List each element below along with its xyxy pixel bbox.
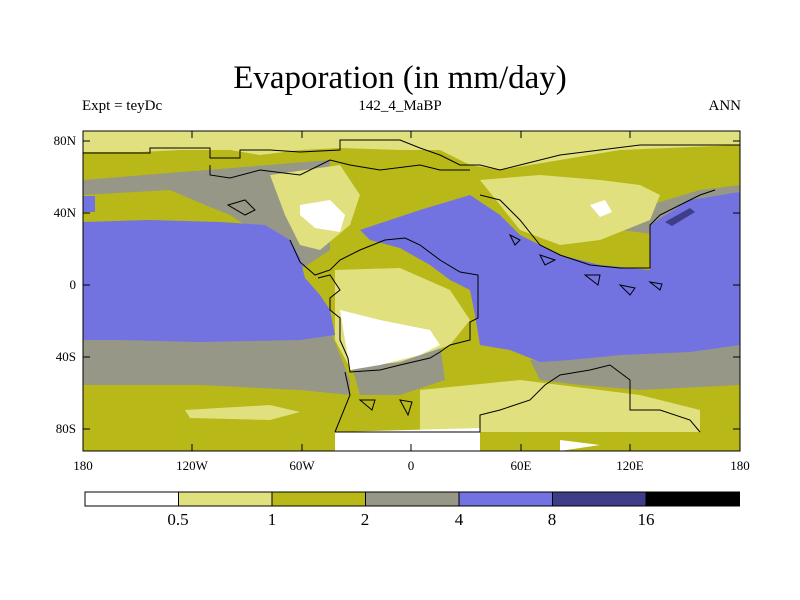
lon-label-180e: 180 bbox=[730, 458, 750, 473]
colorbar-label-16: 16 bbox=[637, 510, 655, 529]
ocean-blue-pacific bbox=[83, 220, 335, 342]
colorbar-label-0-5: 0.5 bbox=[167, 510, 189, 529]
lon-label-120e: 120E bbox=[616, 458, 644, 473]
ocean-grey-south-pacific bbox=[83, 330, 350, 395]
lat-label-0: 0 bbox=[69, 277, 77, 292]
colorbar-box bbox=[552, 491, 647, 507]
land-white-south-edge bbox=[560, 440, 600, 451]
ocean-darkblue-streak bbox=[665, 208, 695, 226]
land-light-south-band bbox=[185, 405, 300, 420]
land-light-north-america bbox=[83, 131, 740, 170]
lat-label-40n: 40N bbox=[53, 205, 76, 220]
colorbar-box bbox=[458, 491, 553, 507]
axis-ticks bbox=[83, 131, 740, 451]
lat-label-80s: 80S bbox=[55, 421, 76, 436]
land-white-south-america bbox=[340, 310, 440, 370]
colorbar-label-1: 1 bbox=[267, 510, 277, 529]
continent-outlines bbox=[83, 139, 740, 433]
colorbar bbox=[84, 491, 740, 507]
colorbar-box bbox=[271, 491, 366, 507]
land-white-antarctica bbox=[335, 428, 480, 451]
lon-label-120w: 120W bbox=[176, 458, 208, 473]
lon-label-60e: 60E bbox=[510, 458, 532, 473]
colorbar-box bbox=[84, 491, 179, 507]
ocean-blue-indian bbox=[360, 192, 740, 362]
lon-label-0: 0 bbox=[407, 458, 415, 473]
land-white-north-africa bbox=[300, 200, 345, 232]
colorbar-label-4: 4 bbox=[454, 510, 464, 529]
colorbar-box bbox=[645, 491, 740, 507]
season-label: ANN bbox=[708, 98, 742, 114]
lon-label-60w: 60W bbox=[289, 458, 315, 473]
chart-title: Evaporation (in mm/day) bbox=[233, 60, 567, 96]
land-white-north bbox=[590, 200, 612, 217]
ocean-blue-west-pacific bbox=[83, 196, 95, 212]
colorbar-box bbox=[365, 491, 460, 507]
lat-label-80n: 80N bbox=[53, 133, 76, 148]
ocean-grey-region bbox=[83, 160, 330, 270]
colorbar-box bbox=[178, 491, 273, 507]
colorbar-label-8: 8 bbox=[547, 510, 557, 529]
land-light-eurasia bbox=[480, 175, 660, 245]
experiment-label: Expt = teyDc bbox=[82, 98, 163, 114]
land-light-africa-south bbox=[420, 380, 700, 432]
colorbar-label-2: 2 bbox=[360, 510, 370, 529]
lon-label-180w: 180 bbox=[73, 458, 93, 473]
case-label: 142_4_MaBP bbox=[358, 98, 442, 114]
lat-label-40s: 40S bbox=[55, 349, 76, 364]
